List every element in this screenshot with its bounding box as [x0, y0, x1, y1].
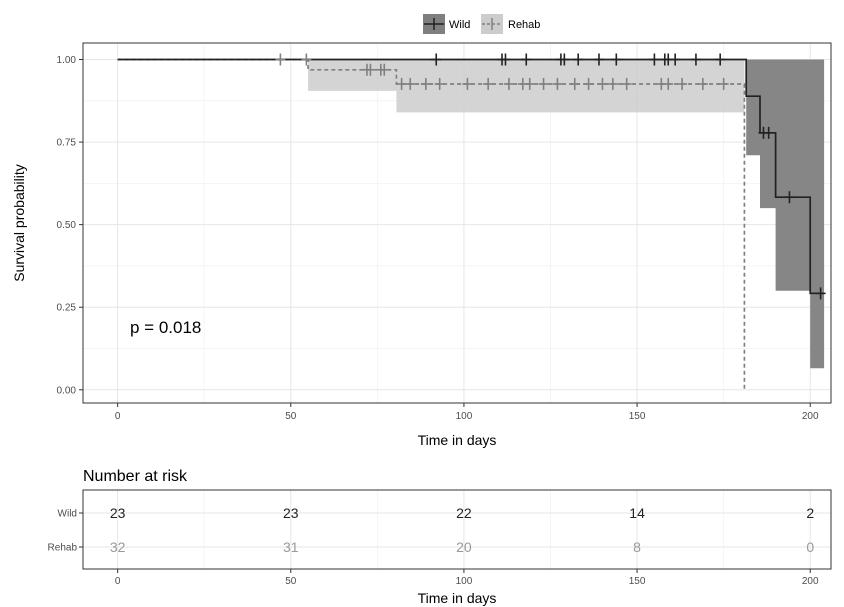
- censor-mark-wild: [715, 53, 726, 66]
- censor-mark-rehab: [503, 77, 514, 90]
- risk-row-labels: Wild Rehab: [48, 509, 83, 554]
- band-rehab: [117, 59, 745, 113]
- censor-mark-rehab: [663, 77, 674, 90]
- censor-mark-wild: [611, 53, 622, 66]
- risk-x-tick-label: 100: [456, 576, 473, 587]
- risk-cell-wild: 22: [456, 505, 472, 521]
- risk-cell-rehab: 32: [110, 539, 126, 555]
- censor-mark-wild: [784, 191, 795, 204]
- censor-mark-rehab: [434, 77, 445, 90]
- censor-mark-rehab: [583, 77, 594, 90]
- censor-mark-wild: [815, 287, 826, 300]
- censor-mark-rehab: [379, 63, 390, 76]
- x-tick-label: 150: [629, 411, 646, 422]
- x-tick-label: 200: [802, 411, 819, 422]
- censor-mark-rehab: [538, 77, 549, 90]
- risk-x-tick-label: 200: [802, 576, 819, 587]
- x-tick-label: 100: [456, 411, 473, 422]
- risk-gridlines: [83, 490, 831, 569]
- censor-mark-rehab: [275, 53, 286, 66]
- censor-mark-wild: [500, 53, 511, 66]
- band-wild: [117, 59, 825, 369]
- x-tick-label: 50: [285, 411, 297, 422]
- y-tick-label: 0.25: [57, 303, 77, 314]
- risk-cell-wild: 23: [283, 505, 299, 521]
- risk-cell-rehab: 0: [806, 539, 814, 555]
- y-axis-title: Survival probability: [11, 164, 27, 282]
- risk-cell-wild: 2: [806, 505, 814, 521]
- censor-mark-rehab: [569, 77, 580, 90]
- risk-x-tick-label: 150: [629, 576, 646, 587]
- risk-cell-rehab: 31: [283, 539, 299, 555]
- legend: Wild Rehab: [423, 14, 540, 34]
- censor-mark-rehab: [420, 77, 431, 90]
- censor-mark-wild: [559, 53, 570, 66]
- censor-mark-wild: [763, 126, 774, 139]
- censor-mark-rehab: [524, 77, 535, 90]
- censor-mark-rehab: [365, 63, 376, 76]
- main-y-ticks: 0.00 0.25 0.50 0.75 1.00: [57, 55, 83, 396]
- censor-mark-wild: [593, 53, 604, 66]
- censor-mark-rehab: [597, 77, 608, 90]
- censor-mark-rehab: [552, 77, 563, 90]
- risk-cell-wild: 23: [110, 505, 126, 521]
- legend-label-wild: Wild: [449, 19, 470, 31]
- x-tick-label: 0: [115, 411, 121, 422]
- censor-mark-rehab: [621, 77, 632, 90]
- risk-x-ticks: 0 50 100 150 200: [115, 569, 819, 587]
- censor-mark-rehab: [462, 77, 473, 90]
- p-value-annotation: p = 0.018: [130, 318, 201, 337]
- risk-cell-wild: 14: [629, 505, 645, 521]
- main-x-ticks: 0 50 100 150 200: [115, 403, 819, 422]
- censor-mark-wild: [670, 53, 681, 66]
- confidence-bands: [117, 59, 825, 369]
- censor-mark-rehab: [677, 77, 688, 90]
- x-axis-title: Time in days: [418, 432, 497, 448]
- censor-mark-rehab: [607, 77, 618, 90]
- censor-mark-wild: [521, 53, 532, 66]
- risk-row-label-rehab: Rehab: [48, 543, 78, 554]
- censor-mark-rehab: [697, 77, 708, 90]
- legend-label-rehab: Rehab: [508, 19, 540, 31]
- risk-x-tick-label: 0: [115, 576, 121, 587]
- censor-mark-rehab: [405, 77, 416, 90]
- censor-mark-wild: [573, 53, 584, 66]
- risk-x-tick-label: 50: [285, 576, 297, 587]
- y-tick-label: 0.50: [57, 220, 77, 231]
- censor-mark-rehab: [396, 77, 407, 90]
- censor-marks: [275, 53, 826, 300]
- censor-mark-wild: [431, 53, 442, 66]
- y-tick-label: 1.00: [57, 55, 77, 66]
- censor-mark-rehab: [301, 53, 312, 66]
- y-tick-label: 0.75: [57, 138, 77, 149]
- censor-mark-rehab: [718, 77, 729, 90]
- risk-row-label-wild: Wild: [58, 509, 77, 520]
- risk-x-axis-title: Time in days: [418, 590, 497, 606]
- main-panel-border: [82, 42, 832, 404]
- risk-panel-border: [82, 489, 832, 570]
- censor-mark-rehab: [483, 77, 494, 90]
- risk-table-title: Number at risk: [83, 468, 188, 485]
- risk-cell-rehab: 20: [456, 539, 472, 555]
- risk-table-values: 23 23 22 14 2 32 31 20 8 0: [110, 505, 814, 555]
- censor-mark-wild: [690, 53, 701, 66]
- y-tick-label: 0.00: [57, 385, 77, 396]
- censor-mark-wild: [649, 53, 660, 66]
- risk-cell-rehab: 8: [633, 539, 641, 555]
